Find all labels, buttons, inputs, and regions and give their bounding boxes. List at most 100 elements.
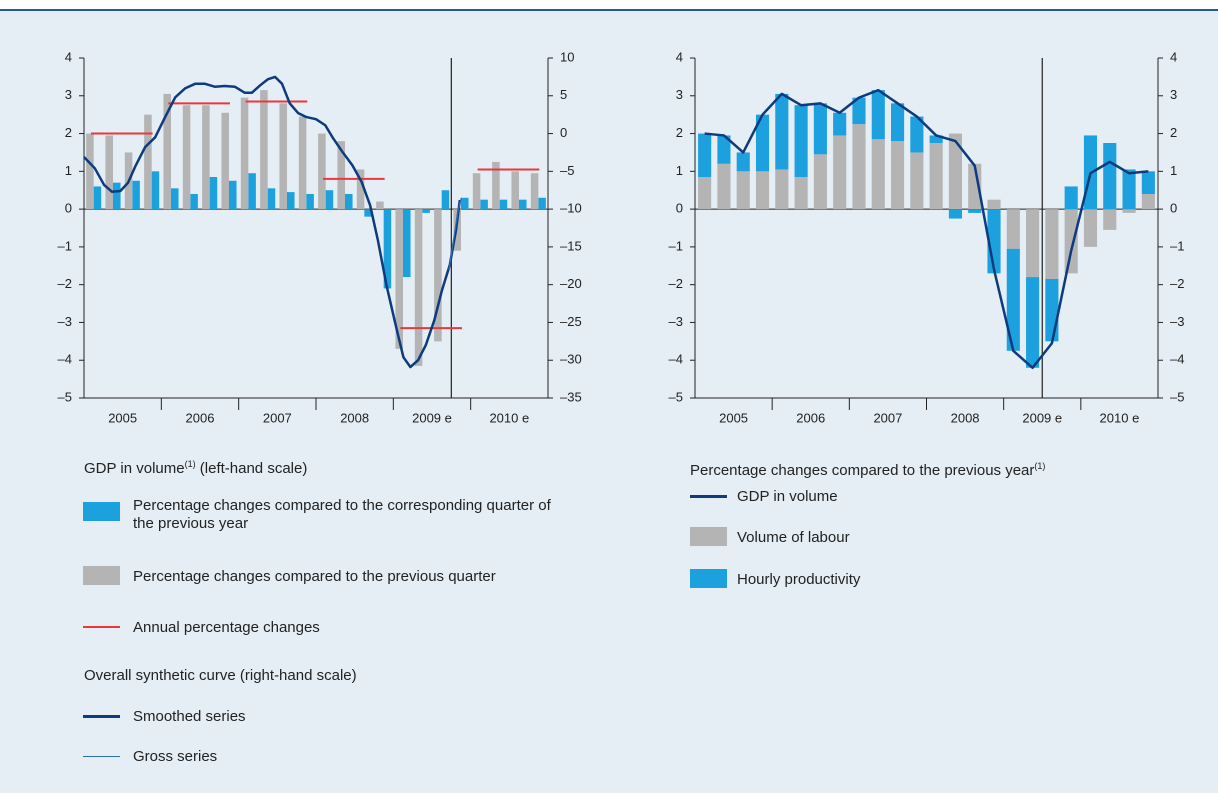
bar (279, 103, 287, 210)
bar-segment (813, 103, 827, 155)
bar (434, 209, 442, 342)
y2-tick-label: 5 (560, 87, 567, 102)
top-rule (0, 9, 1218, 11)
x-tick-label: 2010 e (1100, 410, 1140, 425)
bar-segment (948, 133, 962, 210)
bar-segment (929, 143, 943, 210)
bar (260, 90, 268, 210)
bar-segment (1026, 277, 1040, 368)
bar-segment (852, 124, 866, 210)
bar-segment (775, 93, 789, 170)
line-series (83, 75, 462, 369)
bar (422, 209, 430, 213)
bar (492, 161, 500, 210)
x-tick-label: 2010 e (489, 410, 529, 425)
bar-segment (1045, 209, 1059, 279)
bar (441, 190, 450, 210)
legend-label: Gross series (133, 748, 218, 765)
bar-segment (891, 103, 905, 142)
bar (190, 194, 198, 210)
y2-tick-label: 0 (560, 125, 567, 140)
bar-segment (736, 171, 750, 210)
bar (144, 114, 152, 210)
y-tick-label: –4 (669, 352, 683, 367)
y2-tick-label: –10 (560, 201, 582, 216)
bar (519, 199, 527, 210)
legend-line (690, 495, 727, 498)
bar (403, 209, 411, 278)
bar-segment (698, 177, 712, 210)
y-tick-label: –5 (669, 389, 683, 404)
y-tick-label: –1 (669, 238, 683, 253)
bar (318, 133, 326, 210)
y-tick-label: 3 (65, 87, 72, 102)
x-tick-label: 2006 (796, 410, 825, 425)
legend-heading: Overall synthetic curve (right-hand scal… (84, 667, 357, 684)
y-tick-label: 0 (676, 201, 683, 216)
x-tick-label: 2009 e (412, 410, 452, 425)
bar-segment (929, 135, 943, 143)
y-tick-label: –2 (669, 276, 683, 291)
bar-segment (813, 154, 827, 210)
y-tick-label: 4 (65, 49, 72, 64)
bar-segment (755, 171, 770, 210)
y-tick-label: 4 (676, 49, 683, 64)
bar-segment (1103, 209, 1117, 230)
bar (163, 93, 171, 210)
bar-segment (968, 209, 982, 213)
bar (511, 171, 519, 210)
legend-line (83, 626, 120, 628)
y2-tick-label: 1 (1170, 163, 1177, 178)
legend-swatch (83, 502, 120, 521)
bar-segment (1122, 169, 1136, 210)
bar (86, 133, 94, 210)
y-tick-label: –1 (58, 238, 72, 253)
legend-line (83, 715, 120, 718)
bar-segment (871, 90, 885, 140)
bar-segment (987, 199, 1001, 210)
bar (93, 186, 102, 210)
bar (395, 209, 403, 349)
bar-segment (1026, 209, 1040, 278)
bar (345, 194, 353, 210)
legend-label: Smoothed series (133, 708, 246, 725)
x-tick-label: 2007 (263, 410, 292, 425)
y-tick-label: –5 (58, 389, 72, 404)
y2-tick-label: 0 (1170, 201, 1177, 216)
bar-segment (1141, 171, 1155, 194)
bar (113, 182, 121, 210)
bar (538, 197, 546, 210)
bar-segment (852, 97, 866, 125)
x-tick-label: 2009 e (1022, 410, 1062, 425)
legend-title: Percentage changes compared to the previ… (690, 457, 1045, 480)
y-tick-label: –3 (58, 314, 72, 329)
y2-tick-label: 3 (1170, 87, 1177, 102)
bar (472, 173, 481, 210)
legend-label: Percentage changes compared to the previ… (133, 568, 496, 585)
bar (221, 112, 229, 210)
bar (414, 209, 423, 366)
y-tick-label: –2 (58, 276, 72, 291)
bar-segment (1045, 279, 1059, 342)
bar (267, 188, 276, 210)
legend-title-note: (1) (1034, 461, 1046, 471)
bar (499, 199, 508, 210)
bar (364, 209, 372, 217)
bar (383, 209, 392, 289)
bar (229, 180, 237, 210)
bar (171, 188, 179, 210)
legend-label: GDP in volume (737, 488, 838, 505)
y-tick-label: 3 (676, 87, 683, 102)
y-tick-label: 1 (65, 163, 72, 178)
line-series (448, 197, 462, 270)
legend-title-text: Percentage changes compared to the previ… (690, 462, 1035, 479)
bar (151, 171, 160, 210)
bar-segment (1064, 209, 1078, 274)
y2-tick-label: –15 (560, 238, 582, 253)
bar-segment (891, 141, 905, 210)
bar-segment (833, 135, 847, 210)
bar-segment (698, 133, 712, 177)
legend-title-text: GDP in volume (84, 460, 185, 477)
legend-label: Annual percentage changes (133, 619, 320, 636)
